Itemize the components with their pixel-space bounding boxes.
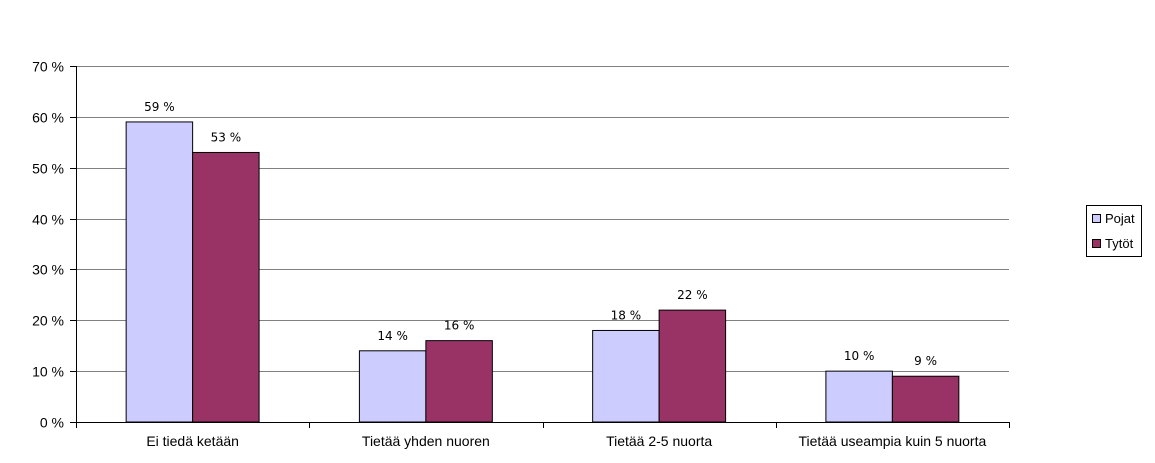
y-tick-label: 70 % — [32, 59, 64, 75]
bar — [592, 329, 660, 423]
legend-item-tytot: Tytöt — [1092, 235, 1133, 251]
legend-swatch-tytot — [1092, 238, 1101, 248]
bar — [825, 370, 893, 423]
legend-label-tytot: Tytöt — [1105, 235, 1134, 251]
x-tick-label: Tietää yhden nuoren — [362, 433, 490, 449]
data-label: 22 % — [677, 288, 708, 302]
y-tick-label: 40 % — [32, 212, 64, 228]
y-tick-label: 30 % — [32, 262, 64, 278]
data-label: 9 % — [914, 354, 937, 368]
bar — [358, 350, 427, 423]
bar — [891, 375, 960, 423]
bar — [192, 151, 260, 423]
y-tick-label: 20 % — [32, 313, 64, 329]
x-tick-label: Tietää useampia kuin 5 nuorta — [798, 433, 986, 449]
data-label: 18 % — [611, 308, 642, 322]
data-label: 59 % — [144, 100, 175, 114]
legend: Pojat Tytöt — [1086, 205, 1142, 257]
legend-label-pojat: Pojat — [1105, 210, 1135, 226]
bar — [125, 121, 194, 423]
y-tick-label: 60 % — [32, 110, 64, 126]
data-label: 10 % — [844, 349, 875, 363]
legend-item-pojat: Pojat — [1092, 210, 1135, 226]
data-label: 16 % — [444, 319, 475, 333]
data-label: 14 % — [377, 329, 408, 343]
bar — [425, 340, 493, 423]
bar — [658, 309, 727, 423]
y-tick-label: 0 % — [40, 415, 64, 431]
x-tick-label: Ei tiedä ketään — [146, 433, 239, 449]
legend-swatch-pojat — [1092, 213, 1101, 223]
data-label: 53 % — [211, 130, 242, 144]
y-tick-label: 10 % — [32, 364, 64, 380]
x-tick-label: Tietää 2-5 nuorta — [606, 433, 712, 449]
y-tick-label: 50 % — [32, 161, 64, 177]
